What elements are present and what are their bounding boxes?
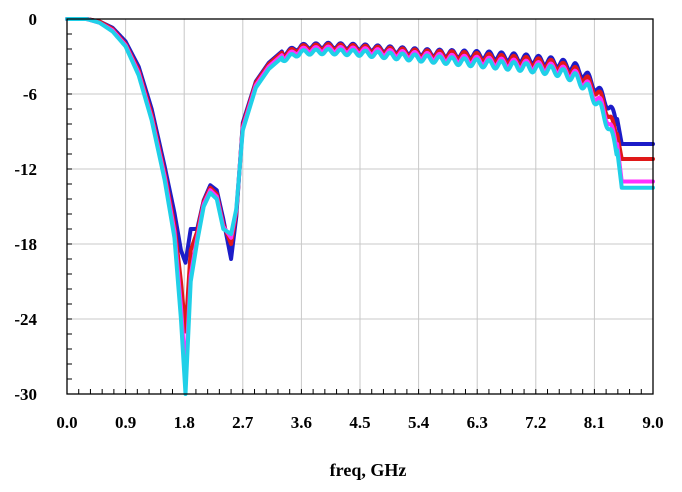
x-tick-label: 5.4 bbox=[408, 413, 430, 432]
x-tick-label: 6.3 bbox=[467, 413, 488, 432]
y-tick-label: -18 bbox=[14, 235, 37, 254]
series-line-4 bbox=[65, 17, 655, 396]
x-tick-label: 3.6 bbox=[291, 413, 312, 432]
y-tick-label: 0 bbox=[29, 10, 38, 29]
x-tick-label: 9.0 bbox=[642, 413, 663, 432]
x-tick-label: 2.7 bbox=[232, 413, 254, 432]
plot-frame bbox=[66, 18, 654, 395]
y-tick-labels: 0 -6 -12 -18 -24 -30 bbox=[14, 10, 37, 404]
series-group bbox=[65, 17, 655, 396]
x-axis-title: freq, GHz bbox=[330, 460, 407, 480]
x-tick-label: 0.9 bbox=[115, 413, 136, 432]
x-tick-labels: 0.0 0.9 1.8 2.7 3.6 4.5 5.4 6.3 7.2 8.1 9.0 bbox=[56, 413, 663, 432]
y-tick-label: -30 bbox=[14, 385, 37, 404]
x-tick-label: 8.1 bbox=[584, 413, 605, 432]
y-tick-label: -12 bbox=[14, 160, 37, 179]
y-tick-label: -24 bbox=[14, 310, 37, 329]
y-tick-label: -6 bbox=[23, 85, 37, 104]
x-tick-label: 7.2 bbox=[525, 413, 546, 432]
x-tick-label: 0.0 bbox=[56, 413, 77, 432]
x-tick-label: 4.5 bbox=[349, 413, 370, 432]
x-tick-label: 1.8 bbox=[174, 413, 195, 432]
